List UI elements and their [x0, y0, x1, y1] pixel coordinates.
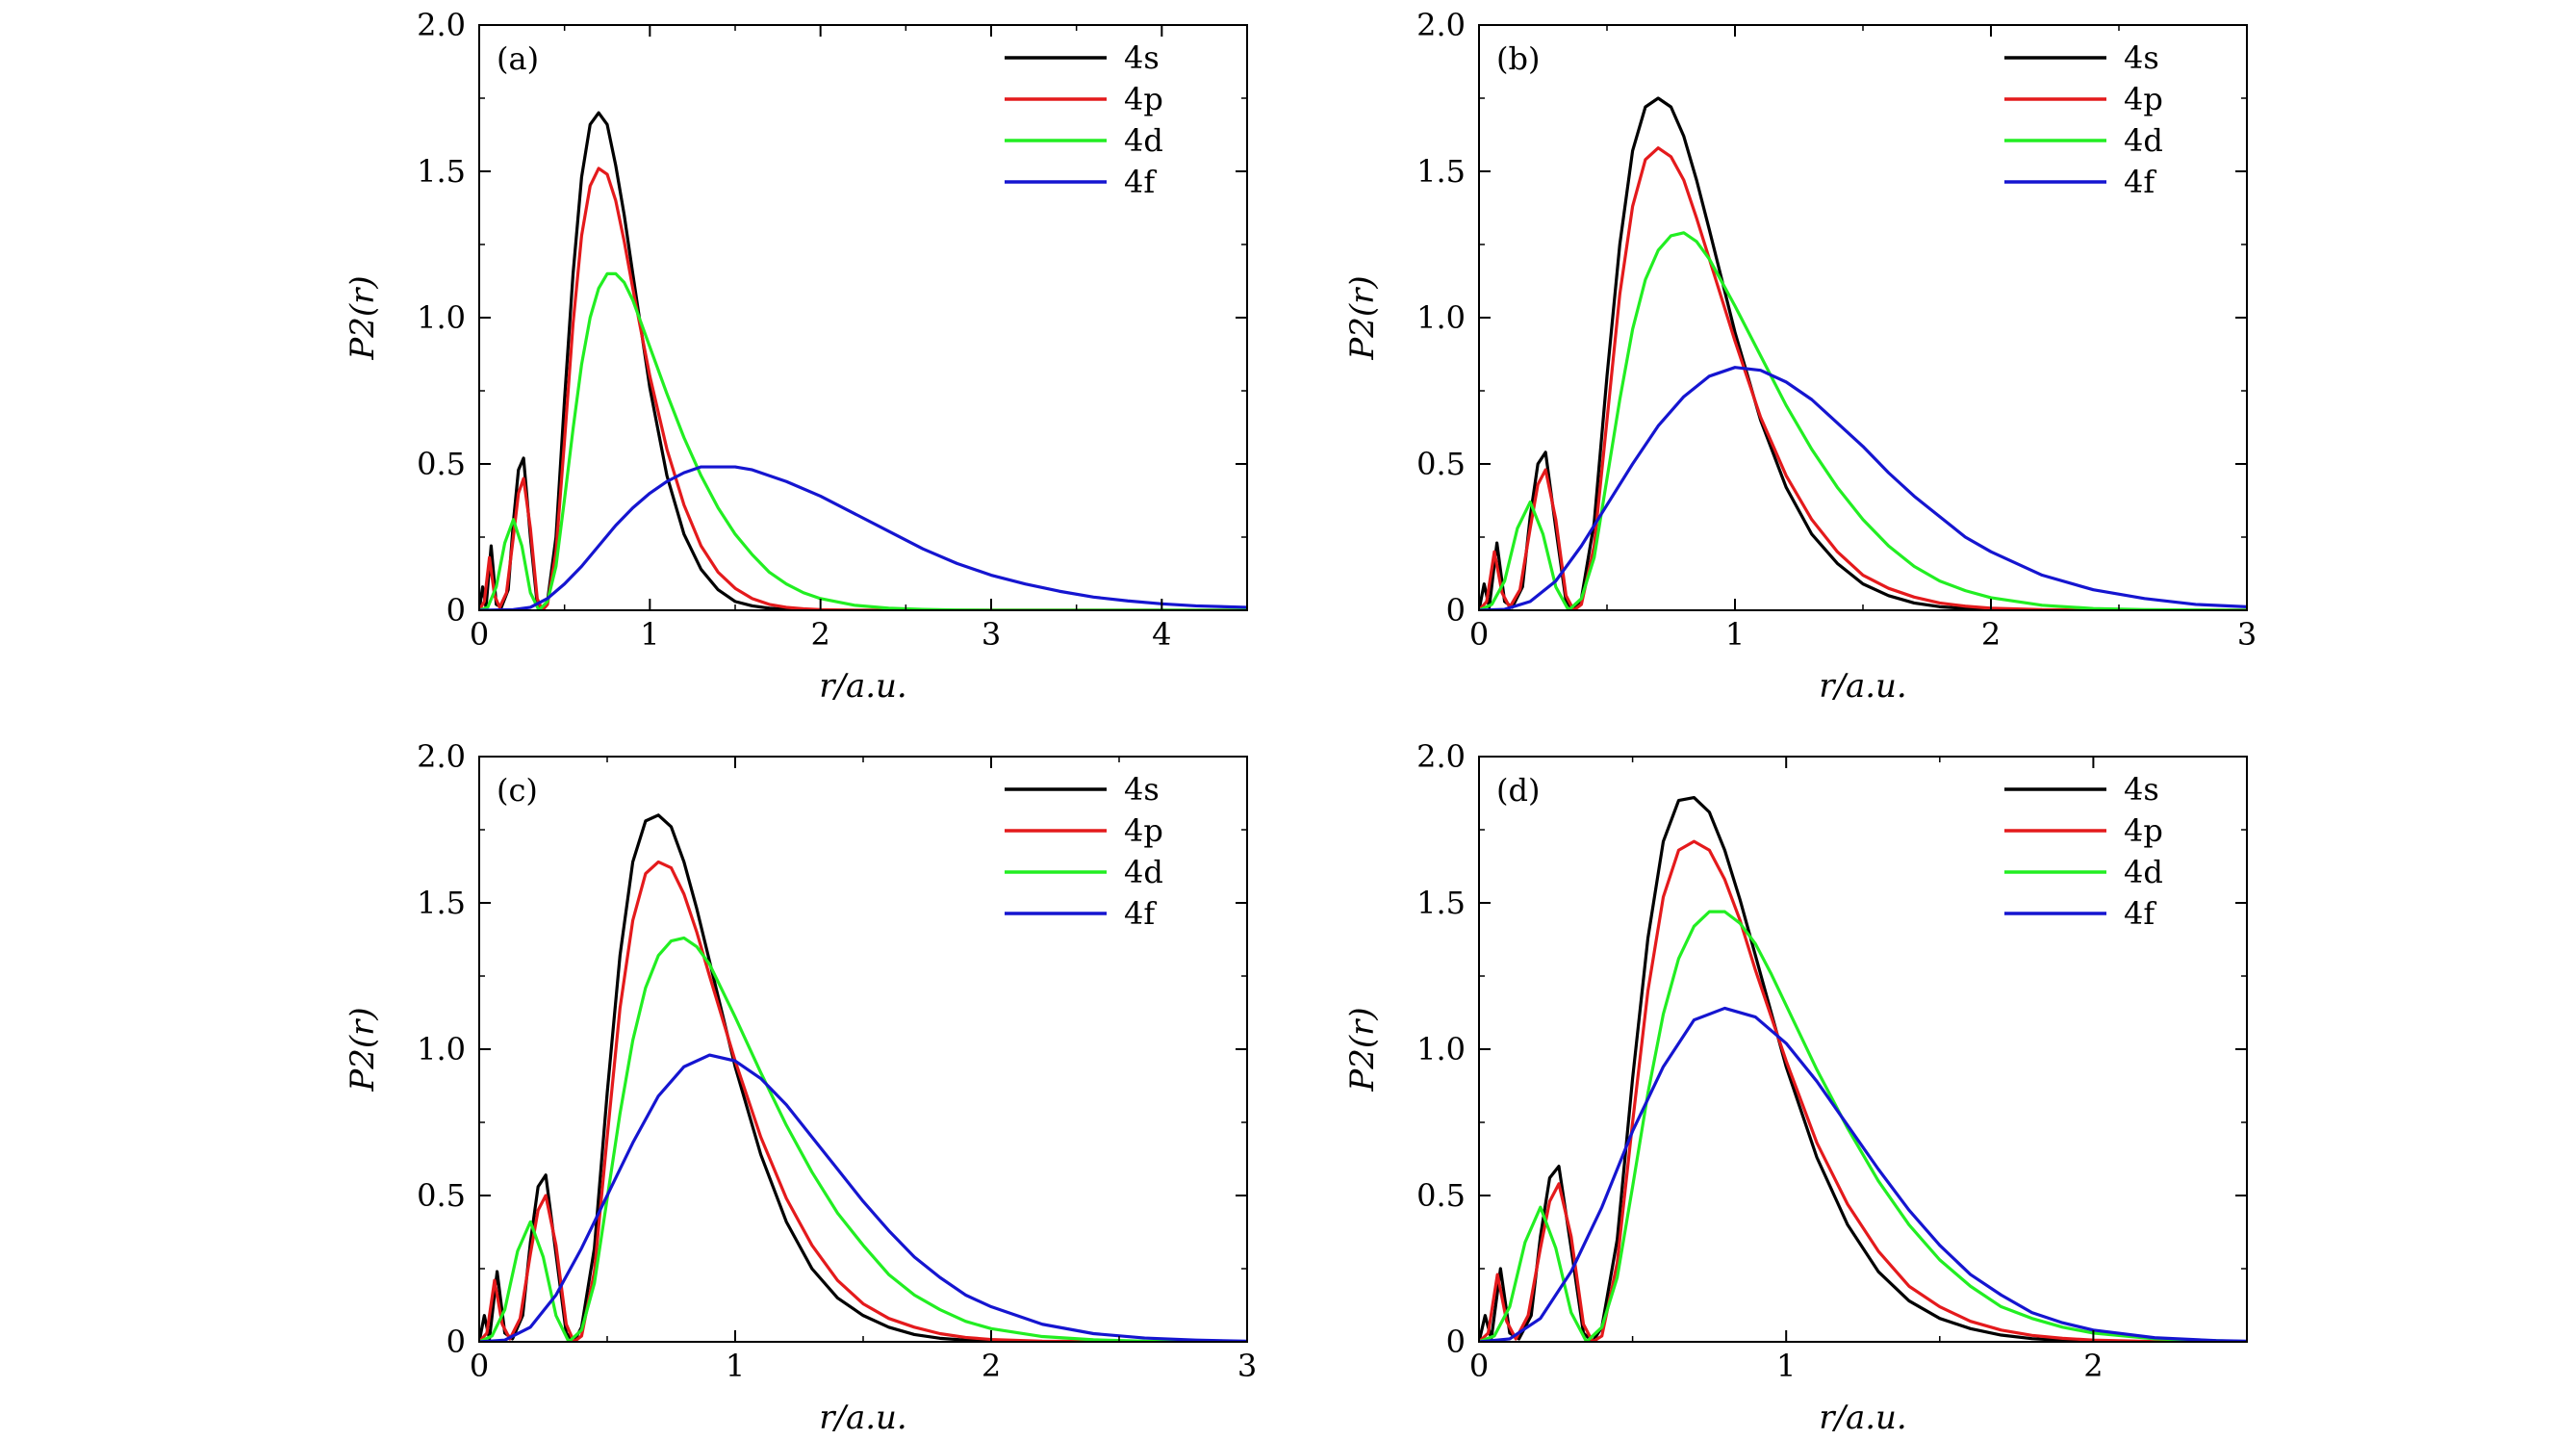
y-axis-label: P2(r): [344, 275, 382, 360]
x-tick-label: 0: [1469, 1348, 1489, 1384]
legend-label-4p: 4p: [2124, 81, 2163, 117]
legend-label-4p: 4p: [1124, 812, 1163, 849]
x-tick-label: 4: [1152, 616, 1171, 653]
x-tick-label: 2: [982, 1348, 1001, 1384]
x-tick-label: 1: [640, 616, 659, 653]
legend-label-4s: 4s: [2124, 39, 2159, 76]
y-tick-label: 2.0: [1416, 7, 1466, 43]
y-tick-label: 1.0: [1416, 1031, 1466, 1067]
series-line-4f: [1479, 1006, 2247, 1342]
series-line-4p: [1479, 146, 2247, 610]
x-axis-label: r/a.u.: [819, 667, 907, 706]
y-tick-label: 0.5: [417, 446, 466, 482]
legend-label-4p: 4p: [2124, 812, 2163, 849]
x-tick-label: 2: [2083, 1348, 2103, 1384]
series-line-4d: [1479, 910, 2247, 1342]
y-tick-label: 0.5: [1416, 446, 1466, 482]
x-tick-label: 2: [1981, 616, 2001, 653]
y-tick-label: 0: [446, 1324, 466, 1360]
legend-label-4d: 4d: [1124, 854, 1163, 890]
chart-panel-4: 0 1 2 0 0.5 1.0 1.5 2.0 r/a.u. P2(r) (d) 4s 4p 4d 4f: [1343, 738, 2248, 1437]
series-line-4f: [1479, 366, 2247, 610]
y-tick-label: 0: [1446, 592, 1466, 629]
y-tick-label: 2.0: [1416, 738, 1466, 775]
y-tick-label: 0: [1446, 1324, 1466, 1360]
y-axis-label: P2(r): [344, 1007, 382, 1092]
legend-label-4f: 4f: [1124, 164, 1157, 200]
series-line-4p: [479, 167, 1247, 610]
y-tick-label: 1.5: [1416, 885, 1466, 921]
chart-panel-1: 0 1 2 3 4 0 0.5 1.0 1.5 2.0 r/a.u. P2(r) (a) 4s 4p 4d 4f: [344, 7, 1248, 706]
y-tick-label: 1.5: [417, 153, 466, 190]
series-line-4d: [479, 936, 1247, 1342]
series-line-4f: [479, 1053, 1247, 1342]
series-line-4s: [1479, 96, 2247, 610]
legend-label-4s: 4s: [1124, 771, 1160, 808]
x-tick-label: 0: [470, 1348, 489, 1384]
legend-label-4s: 4s: [2124, 771, 2159, 808]
y-tick-label: 1.5: [1416, 153, 1466, 190]
panel-label: (b): [1496, 40, 1540, 77]
x-tick-label: 3: [1237, 1348, 1257, 1384]
x-tick-label: 3: [982, 616, 1001, 653]
y-tick-label: 2.0: [417, 738, 466, 775]
series-line-4f: [479, 465, 1247, 610]
legend-label-4s: 4s: [1124, 39, 1160, 76]
x-axis-label: r/a.u.: [1819, 667, 1907, 706]
legend-label-4f: 4f: [2124, 164, 2156, 200]
series-line-4p: [1479, 839, 2247, 1342]
y-tick-label: 1.0: [417, 299, 466, 336]
y-tick-label: 2.0: [417, 7, 466, 43]
x-tick-label: 0: [470, 616, 489, 653]
y-tick-label: 1.5: [417, 885, 466, 921]
x-axis-label: r/a.u.: [819, 1399, 907, 1437]
y-tick-label: 0.5: [1416, 1177, 1466, 1214]
y-tick-label: 0.5: [417, 1177, 466, 1214]
y-axis-label: P2(r): [1343, 1007, 1382, 1092]
panel-label: (a): [497, 40, 539, 77]
legend-label-4d: 4d: [2124, 854, 2163, 890]
legend-label-4f: 4f: [2124, 895, 2156, 932]
series-line-4d: [479, 271, 1247, 610]
x-tick-label: 1: [726, 1348, 745, 1384]
x-tick-label: 3: [2237, 616, 2257, 653]
series-line-4p: [479, 860, 1247, 1342]
y-axis-label: P2(r): [1343, 275, 1382, 360]
x-tick-label: 2: [810, 616, 829, 653]
y-tick-label: 1.0: [417, 1031, 466, 1067]
panel-label: (d): [1496, 772, 1540, 809]
legend-label-4f: 4f: [1124, 895, 1157, 932]
chart-panel-3: 0 1 2 3 0 0.5 1.0 1.5 2.0 r/a.u. P2(r) (c) 4s 4p 4d 4f: [344, 738, 1257, 1437]
legend-label-4p: 4p: [1124, 81, 1163, 117]
x-tick-label: 1: [1725, 616, 1745, 653]
series-line-4s: [479, 813, 1247, 1342]
panel-label: (c): [497, 772, 538, 809]
chart-panel-2: 0 1 2 3 0 0.5 1.0 1.5 2.0 r/a.u. P2(r) (b) 4s 4p 4d 4f: [1343, 7, 2257, 706]
y-tick-label: 1.0: [1416, 299, 1466, 336]
series-line-4d: [1479, 231, 2247, 610]
x-tick-label: 1: [1776, 1348, 1796, 1384]
legend-label-4d: 4d: [1124, 122, 1163, 159]
x-axis-label: r/a.u.: [1819, 1399, 1907, 1437]
y-tick-label: 0: [446, 592, 466, 629]
x-tick-label: 0: [1469, 616, 1489, 653]
series-line-4s: [1479, 795, 2247, 1342]
legend-label-4d: 4d: [2124, 122, 2163, 159]
